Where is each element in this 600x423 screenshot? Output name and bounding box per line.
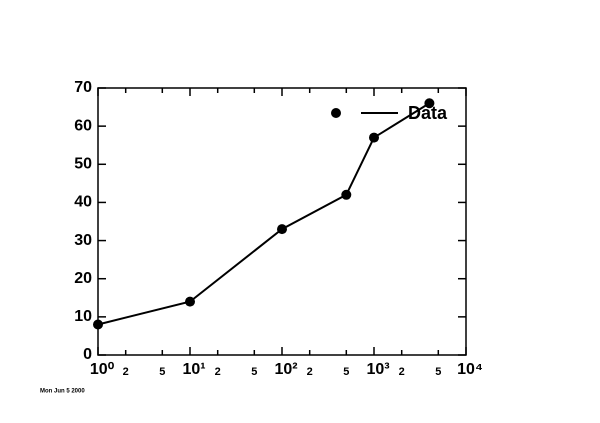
footer-date: Mon Jun 5 2000 xyxy=(40,389,85,395)
y-tick-label: 10 xyxy=(74,308,92,325)
plot-frame xyxy=(97,87,467,356)
x-tick-label: 5 xyxy=(435,366,441,378)
x-tick-label: 5 xyxy=(343,366,349,378)
y-tick-label: 60 xyxy=(74,117,92,134)
data-point xyxy=(93,319,103,330)
x-tick-label: 10⁰ xyxy=(90,361,115,378)
legend-label: Data xyxy=(408,103,448,123)
x-tick-label: 10³ xyxy=(366,361,389,378)
data-line xyxy=(97,102,430,326)
y-tick-label: 20 xyxy=(74,270,92,287)
x-tick-label: 2 xyxy=(215,366,221,378)
x-tick-label: 2 xyxy=(399,366,405,378)
data-point xyxy=(424,98,435,109)
x-tick-label: 2 xyxy=(307,366,313,378)
x-tick-label: 5 xyxy=(251,366,257,378)
x-tick-label: 10¹ xyxy=(182,361,205,378)
y-tick-label: 40 xyxy=(74,194,92,211)
x-tick-label: 5 xyxy=(159,366,165,378)
x-tick-label: 10⁴ xyxy=(457,361,483,378)
data-point xyxy=(277,224,287,235)
x-tick-label: 10² xyxy=(274,361,297,378)
y-tick-label: 0 xyxy=(83,346,92,363)
data-point xyxy=(369,132,379,143)
y-tick-label: 30 xyxy=(74,232,92,249)
y-tick-label: 50 xyxy=(74,156,92,173)
data-point xyxy=(185,296,195,307)
y-tick-label: 70 xyxy=(74,79,92,96)
legend-marker xyxy=(331,108,341,118)
x-tick-label: 2 xyxy=(123,366,129,378)
data-point xyxy=(341,189,352,200)
